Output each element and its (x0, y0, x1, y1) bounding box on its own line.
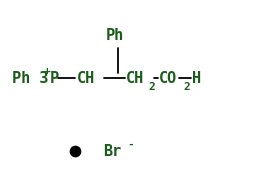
Text: CO: CO (159, 71, 177, 86)
Text: -: - (127, 140, 134, 150)
Text: 2: 2 (148, 82, 155, 92)
Text: CH: CH (77, 71, 95, 86)
Text: +: + (44, 66, 51, 76)
Text: Ph: Ph (106, 28, 124, 43)
Text: H: H (192, 71, 201, 86)
Text: Br: Br (103, 144, 121, 159)
Text: 2: 2 (184, 82, 191, 92)
Point (73, 150, 78, 153)
Text: P: P (49, 71, 58, 86)
Text: Ph 3: Ph 3 (12, 71, 49, 86)
Text: CH: CH (126, 71, 144, 86)
